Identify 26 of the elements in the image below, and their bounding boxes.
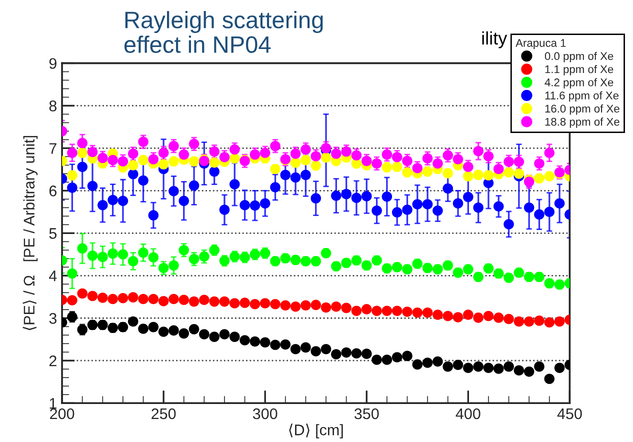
legend-label: 4.2 ppm of Xe — [544, 78, 614, 88]
x-tick-label: 300 — [252, 408, 278, 420]
y-tick-label: 8 — [49, 100, 57, 112]
x-axis-title: ⟨D⟩ [cm] — [289, 424, 343, 438]
y-tick-label: 4 — [49, 270, 57, 282]
legend-label: 18.8 ppm of Xe — [545, 118, 620, 128]
legend-label: 1.1 ppm of Xe — [545, 65, 614, 76]
legend-title: Arapuca 1 — [516, 39, 566, 50]
x-tick-label: 450 — [557, 408, 582, 420]
y-axis-title: ⟨PE⟩ / Ω [PE / Arbitrary unit] — [22, 136, 38, 330]
legend-label: 11.6 ppm of Xe — [545, 91, 619, 102]
y-tick-label: 3 — [49, 312, 56, 324]
y-tick-label: 1 — [50, 398, 56, 409]
y-tick-label: 7 — [49, 143, 56, 154]
y-tick-label: 9 — [49, 58, 56, 69]
x-tick-label: 400 — [456, 408, 480, 420]
legend-label: 16.0 ppm of Xe — [545, 104, 620, 115]
x-tick-label: 200 — [50, 408, 74, 420]
chart-title: Rayleigh scattering effect in NP04 — [124, 11, 323, 53]
text: ility — [482, 31, 508, 48]
x-tick-label: 350 — [354, 408, 379, 420]
y-tick-label: 2 — [49, 355, 56, 366]
y-tick-label: 6 — [49, 186, 56, 196]
x-tick-label: 250 — [152, 408, 176, 420]
y-tick-label: 5 — [49, 228, 57, 239]
legend-label: 0.0 ppm of Xe — [544, 52, 614, 62]
